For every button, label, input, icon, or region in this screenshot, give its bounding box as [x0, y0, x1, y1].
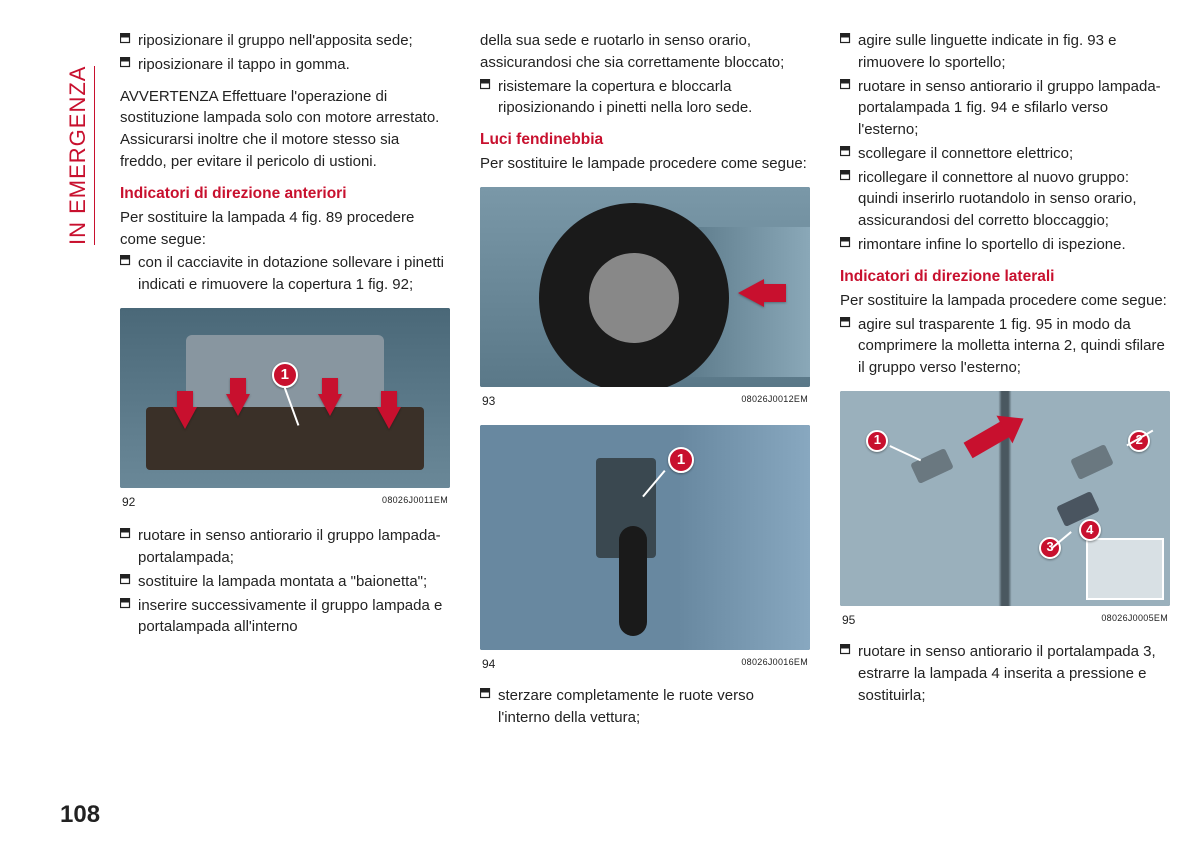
bullet-text: rimontare infine lo sportello di ispezio… — [858, 234, 1170, 256]
checkbox-icon — [120, 528, 134, 569]
bullet-text: sterzare completamente le ruote verso l'… — [498, 685, 810, 729]
bullet-text: agire sulle linguette indicate in fig. 9… — [858, 30, 1170, 74]
bullet-text: inserire successivamente il gruppo lampa… — [138, 595, 450, 639]
bullet: riposizionare il gruppo nell'apposita se… — [120, 30, 450, 52]
figure-caption: 92 08026J0011EM — [120, 494, 450, 511]
bullet: ruotare in senso antiorario il gruppo la… — [120, 525, 450, 569]
checkbox-icon — [840, 79, 854, 141]
checkbox-icon — [840, 170, 854, 232]
paragraph: Per sostituire la lampada 4 fig. 89 proc… — [120, 207, 450, 251]
bullet: scollegare il connettore elettrico; — [840, 143, 1170, 165]
bullet-text: ricollegare il connettore al nuovo grupp… — [858, 167, 1170, 232]
figure-number: 94 — [482, 656, 495, 673]
checkbox-icon — [480, 79, 494, 120]
bullet-text: sostituire la lampada montata a "baionet… — [138, 571, 450, 593]
column-1: riposizionare il gruppo nell'apposita se… — [120, 30, 450, 827]
bullet: inserire successivamente il gruppo lampa… — [120, 595, 450, 639]
bullet: risistemare la copertura e bloccarla rip… — [480, 76, 810, 120]
bullet: ruotare in senso antiorario il portalamp… — [840, 641, 1170, 706]
checkbox-icon — [480, 688, 494, 729]
checkbox-icon — [120, 255, 134, 296]
bullet-text: ruotare in senso antiorario il portalamp… — [858, 641, 1170, 706]
bullet: con il cacciavite in dotazione sollevare… — [120, 252, 450, 296]
bullet: ricollegare il connettore al nuovo grupp… — [840, 167, 1170, 232]
bullet-text: scollegare il connettore elettrico; — [858, 143, 1170, 165]
figure-number: 95 — [842, 612, 855, 629]
checkbox-icon — [840, 33, 854, 74]
figure-94: 1 — [480, 425, 810, 650]
figure-caption: 94 08026J0016EM — [480, 656, 810, 673]
bullet-text: ruotare in senso antiorario il gruppo la… — [858, 76, 1170, 141]
checkbox-icon — [120, 598, 134, 639]
figure-number: 93 — [482, 393, 495, 410]
column-2: della sua sede e ruotarlo in senso orari… — [480, 30, 810, 827]
page-number: 108 — [60, 801, 100, 829]
bullet: riposizionare il tappo in gomma. — [120, 54, 450, 76]
bullet-text: riposizionare il gruppo nell'apposita se… — [138, 30, 450, 52]
figure-code: 08026J0011EM — [382, 494, 448, 511]
paragraph: Per sostituire la lampada procedere come… — [840, 290, 1170, 312]
bullet: agire sulle linguette indicate in fig. 9… — [840, 30, 1170, 74]
warning-text: AVVERTENZA Effettuare l'operazione di so… — [120, 86, 450, 173]
column-3: agire sulle linguette indicate in fig. 9… — [840, 30, 1170, 827]
bullet: sterzare completamente le ruote verso l'… — [480, 685, 810, 729]
checkbox-icon — [120, 574, 134, 593]
bullet-text: riposizionare il tappo in gomma. — [138, 54, 450, 76]
figure-93 — [480, 187, 810, 387]
heading-front-indicators: Indicatori di direzione anteriori — [120, 183, 450, 205]
figure-92: 1 — [120, 308, 450, 488]
figure-code: 08026J0016EM — [741, 656, 808, 673]
page-content: riposizionare il gruppo nell'apposita se… — [0, 0, 1200, 847]
callout-1: 1 — [866, 430, 888, 452]
figure-caption: 95 08026J0005EM — [840, 612, 1170, 629]
bullet-text: risistemare la copertura e bloccarla rip… — [498, 76, 810, 120]
checkbox-icon — [840, 644, 854, 706]
heading-fog-lights: Luci fendinebbia — [480, 129, 810, 151]
bullet-text: ruotare in senso antiorario il gruppo la… — [138, 525, 450, 569]
figure-95: 1 2 3 4 — [840, 391, 1170, 606]
bullet-text: con il cacciavite in dotazione sollevare… — [138, 252, 450, 296]
checkbox-icon — [840, 237, 854, 256]
figure-caption: 93 08026J0012EM — [480, 393, 810, 410]
figure-number: 92 — [122, 494, 135, 511]
figure-code: 08026J0012EM — [741, 393, 808, 410]
checkbox-icon — [840, 146, 854, 165]
bullet: agire sul trasparente 1 fig. 95 in modo … — [840, 314, 1170, 379]
checkbox-icon — [120, 57, 134, 76]
checkbox-icon — [120, 33, 134, 52]
callout-1: 1 — [272, 362, 298, 388]
bullet: sostituire la lampada montata a "baionet… — [120, 571, 450, 593]
bullet-text: agire sul trasparente 1 fig. 95 in modo … — [858, 314, 1170, 379]
heading-side-indicators: Indicatori di direzione laterali — [840, 266, 1170, 288]
paragraph: della sua sede e ruotarlo in senso orari… — [480, 30, 810, 74]
bullet: ruotare in senso antiorario il gruppo la… — [840, 76, 1170, 141]
bullet: rimontare infine lo sportello di ispezio… — [840, 234, 1170, 256]
figure-code: 08026J0005EM — [1101, 612, 1168, 629]
section-side-label: IN EMERGENZA — [65, 66, 91, 245]
paragraph: Per sostituire le lampade procedere come… — [480, 153, 810, 175]
checkbox-icon — [840, 317, 854, 379]
